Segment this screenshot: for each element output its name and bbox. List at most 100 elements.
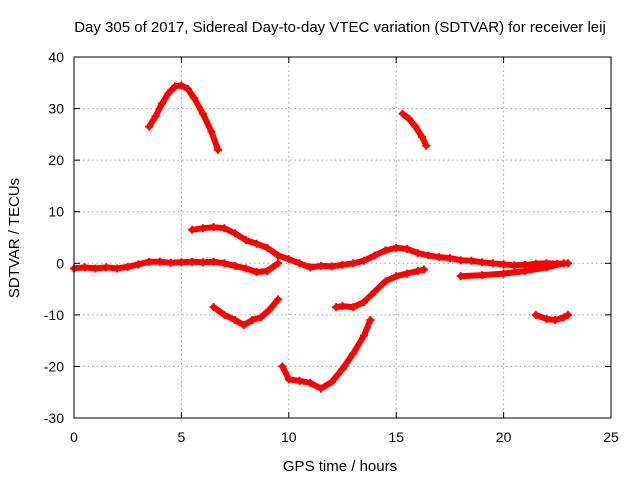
data-point — [274, 295, 283, 304]
data-point — [198, 109, 207, 118]
data-point — [359, 331, 368, 340]
data-point — [188, 225, 197, 234]
data-point — [102, 263, 111, 272]
data-point — [349, 349, 358, 358]
series-arc-descending-19-23h — [456, 259, 568, 281]
data-point — [542, 314, 551, 323]
data-point — [499, 269, 508, 278]
data-series — [70, 81, 573, 393]
series-arc-peak-5h — [145, 81, 222, 154]
series-line — [146, 82, 221, 153]
x-tick-label: 10 — [281, 429, 297, 445]
data-point — [413, 267, 422, 276]
y-axis-label: SDTVAR / TECUs — [6, 178, 23, 298]
data-point — [198, 224, 207, 233]
series-arc-21.5-23h — [531, 310, 573, 325]
data-point — [239, 321, 248, 330]
data-point — [284, 375, 293, 384]
series-line — [210, 296, 282, 329]
data-point — [198, 258, 207, 267]
data-point — [370, 287, 379, 296]
data-point — [349, 303, 358, 312]
series-arc-trough-11h — [278, 316, 375, 393]
data-point — [349, 259, 358, 268]
plot-frame — [73, 56, 612, 419]
data-point — [422, 141, 431, 150]
data-point — [177, 258, 186, 267]
data-point — [392, 243, 401, 252]
series-arc-15.5-16.5h — [398, 109, 431, 150]
data-point — [112, 264, 121, 273]
series-arc-6.5-9.5h — [209, 295, 283, 330]
data-point — [231, 261, 240, 270]
data-point — [91, 264, 100, 273]
data-point — [220, 224, 229, 233]
data-point — [295, 376, 304, 385]
data-point — [252, 268, 261, 277]
data-point — [164, 89, 173, 98]
x-tick-label: 20 — [496, 429, 512, 445]
data-point — [413, 248, 422, 257]
data-point — [392, 272, 401, 281]
data-point — [359, 297, 368, 306]
data-point — [177, 81, 186, 90]
data-point — [190, 94, 199, 103]
x-tick-label: 15 — [388, 429, 404, 445]
data-point — [155, 257, 164, 266]
data-point — [263, 243, 272, 252]
data-point — [209, 223, 218, 232]
data-point — [467, 256, 476, 265]
data-point — [338, 260, 347, 269]
data-point — [274, 259, 283, 268]
data-point — [306, 263, 315, 272]
data-point — [366, 316, 375, 325]
data-point — [123, 262, 132, 271]
data-point — [207, 127, 216, 136]
series-arc-main-0-10h — [70, 257, 283, 277]
y-tick-label: -20 — [44, 358, 64, 374]
data-point — [265, 305, 274, 314]
data-point — [158, 99, 167, 108]
data-point — [381, 277, 390, 286]
series-line — [333, 266, 428, 311]
data-point — [420, 265, 429, 274]
data-point — [252, 239, 261, 248]
data-point — [209, 303, 218, 312]
data-point — [151, 112, 160, 121]
axis-ticks: 0 5 10 15 20 25 -30 -20 -10 0 10 20 30 40 — [44, 49, 619, 445]
data-point — [317, 261, 326, 270]
data-point — [295, 259, 304, 268]
data-point — [359, 256, 368, 265]
y-tick-label: 10 — [48, 204, 64, 220]
data-point — [332, 303, 341, 312]
data-point — [564, 310, 573, 319]
data-point — [263, 267, 272, 276]
data-point — [241, 236, 250, 245]
data-point — [134, 260, 143, 269]
x-tick-label: 5 — [178, 429, 186, 445]
data-point — [370, 251, 379, 260]
data-point — [417, 132, 426, 141]
data-point — [327, 262, 336, 271]
data-point — [220, 259, 229, 268]
data-point — [306, 378, 315, 387]
data-point — [478, 258, 487, 267]
y-tick-label: -10 — [44, 307, 64, 323]
series-line — [279, 317, 374, 392]
data-point — [456, 256, 465, 265]
data-point — [402, 269, 411, 278]
data-point — [80, 263, 89, 272]
y-tick-label: 30 — [48, 101, 64, 117]
x-axis-label: GPS time / hours — [283, 458, 397, 475]
data-point — [551, 316, 560, 325]
data-point — [231, 316, 240, 325]
data-point — [402, 244, 411, 253]
data-point — [542, 263, 551, 272]
data-point — [284, 255, 293, 264]
data-point — [411, 122, 420, 131]
data-point — [488, 259, 497, 268]
y-tick-label: 0 — [56, 255, 64, 271]
x-tick-label: 0 — [70, 429, 78, 445]
data-point — [170, 82, 179, 91]
